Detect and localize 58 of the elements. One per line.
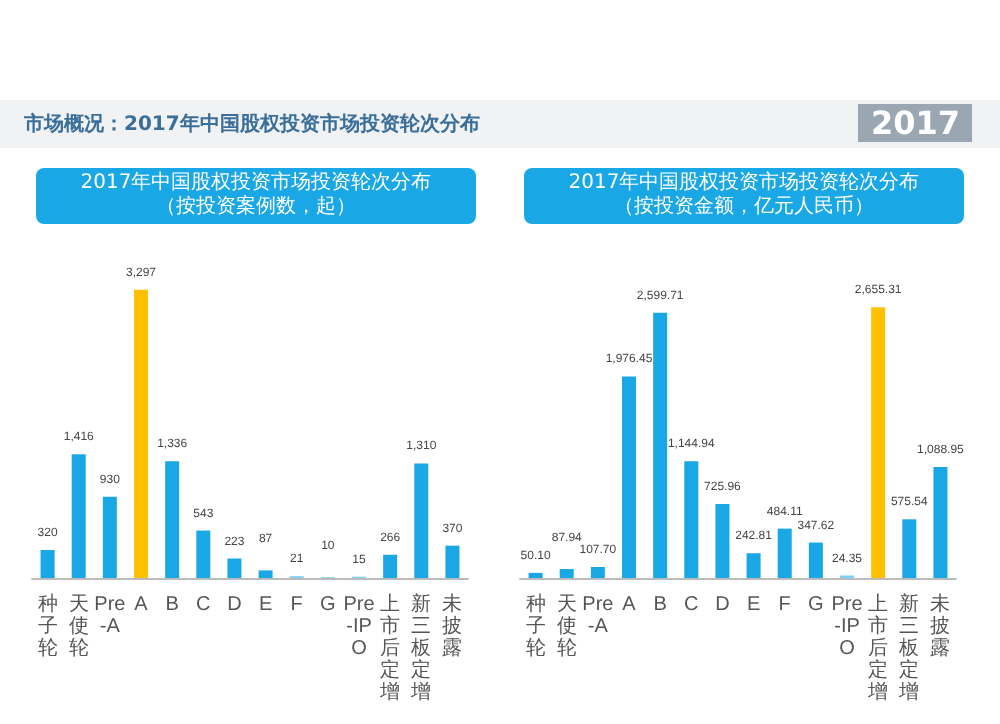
- bar: [653, 312, 668, 578]
- x-tick-label: E: [258, 594, 273, 616]
- x-tick-label: 上市后定增: [866, 592, 889, 704]
- x-tick-label: F: [778, 594, 791, 616]
- x-tick-label: C: [196, 594, 211, 616]
- bar: [528, 572, 543, 578]
- text: 2017: [858, 104, 972, 142]
- x-tick-label: G: [320, 594, 337, 616]
- bar: [746, 553, 761, 578]
- x-tick-label: 种子轮: [37, 592, 58, 660]
- x-tick-label: D: [715, 594, 730, 616]
- bar: [165, 461, 180, 578]
- x-tick-label: G: [808, 594, 825, 616]
- x-tick-label: B: [653, 594, 668, 616]
- x-tick-label: 天使轮: [556, 594, 577, 660]
- bar: [871, 307, 886, 578]
- bar: [227, 558, 242, 578]
- x-tick-label: F: [290, 594, 303, 616]
- bar: [715, 503, 730, 578]
- x-tick-label: Pre-IPO: [343, 594, 376, 660]
- bar: [777, 528, 792, 578]
- text: 市场概况：2017年中国股权投资市场投资轮次分布: [24, 110, 480, 138]
- x-tick-label: 新三板定增: [897, 592, 920, 704]
- x-tick-label: Pre-A: [94, 594, 127, 638]
- x-tick-label: 未披露: [442, 592, 463, 660]
- bar: [621, 376, 637, 578]
- x-tick-label: 种子轮: [525, 592, 546, 660]
- x-tick-label: D: [227, 594, 242, 616]
- bar: [71, 454, 86, 578]
- bar: [684, 461, 699, 578]
- bar: [559, 569, 574, 578]
- x-tick-label: 天使轮: [68, 594, 89, 660]
- x-tick-label: Pre-IPO: [831, 594, 864, 660]
- chart-title: 2017年中国股权投资市场投资轮次分布: [78, 172, 434, 195]
- bar: [102, 496, 117, 578]
- x-tick-label: B: [165, 594, 180, 616]
- bar: [133, 289, 149, 578]
- chart-title: 2017年中国股权投资市场投资轮次分布: [566, 172, 922, 195]
- bar: [933, 466, 948, 578]
- chart-subtitle: （按投资案例数，起）: [154, 196, 358, 220]
- x-tick-label: 上市后定增: [378, 592, 401, 704]
- x-tick-label: C: [684, 594, 699, 616]
- bar: [383, 554, 398, 578]
- bar: [590, 567, 605, 578]
- bar: [258, 570, 273, 578]
- x-tick-label: A: [622, 594, 637, 616]
- bar: [414, 463, 429, 578]
- bar: [196, 530, 211, 578]
- bar: [808, 542, 823, 578]
- x-tick-label: E: [746, 594, 761, 616]
- x-tick-label: 新三板定增: [409, 592, 432, 704]
- bar: [902, 519, 917, 578]
- bar: [40, 550, 55, 578]
- x-tick-label: A: [134, 594, 149, 616]
- x-tick-label: Pre-A: [582, 594, 615, 638]
- bar: [445, 545, 460, 578]
- chart-subtitle: （按投资金额，亿元人民币）: [612, 196, 876, 220]
- x-tick-label: 未披露: [930, 592, 951, 660]
